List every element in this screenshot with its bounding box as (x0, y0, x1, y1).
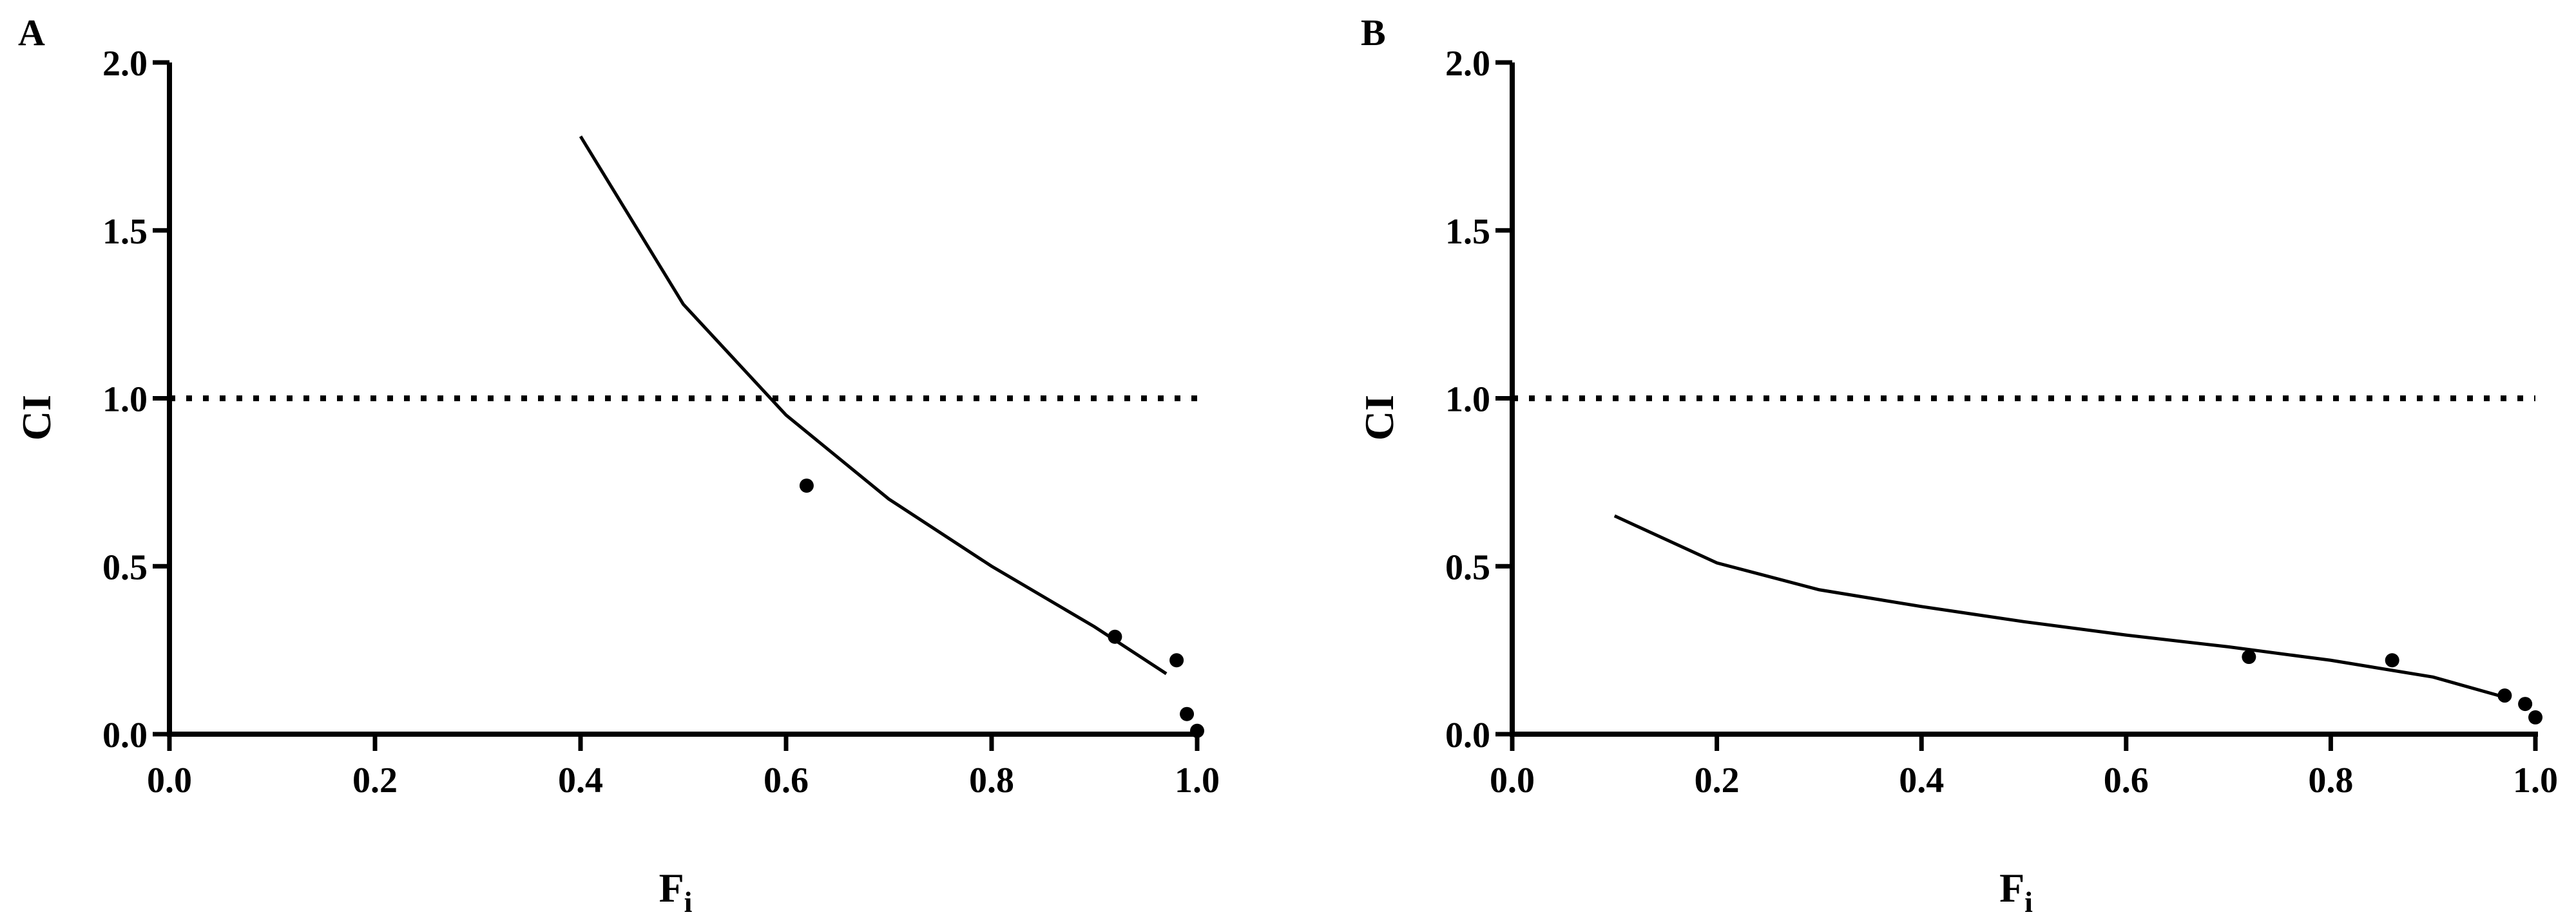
series-line (1613, 514, 2506, 699)
x-axis-title: Fi (659, 865, 693, 918)
y-tick-label: 1.0 (102, 380, 148, 420)
y-tick-label: 1.0 (1445, 380, 1490, 420)
y-tick-label: 0.5 (1445, 547, 1490, 587)
data-point (1180, 706, 1195, 721)
x-axis-title-main: F (1999, 865, 2024, 911)
data-point (2242, 650, 2256, 665)
chart-panel-a: A 0.0 0.5 1.0 1.5 2.0 0.0 0.2 0.4 0.6 0.8 1.0 CI Fi (14, 12, 1220, 918)
data-point (2497, 688, 2512, 703)
y-axis-title: CI (1356, 395, 1402, 441)
data-point (1169, 653, 1184, 668)
x-axis-title: Fi (1999, 865, 2033, 918)
x-tick-label: 0.4 (1899, 761, 1944, 801)
y-axis-title: CI (14, 395, 59, 441)
data-point (799, 478, 814, 493)
data-point (2518, 697, 2533, 712)
chart-panel-b: B 0.0 0.5 1.0 1.5 2.0 0.0 0.2 0.4 0.6 0.8 1.0 CI Fi (1356, 12, 2558, 918)
x-tick-label: 0.6 (2104, 761, 2149, 801)
panel-label: B (1361, 12, 1386, 53)
y-tick-label: 0.5 (102, 547, 148, 587)
x-axis-title-subscript: i (684, 886, 693, 918)
x-tick-label: 0.2 (1695, 761, 1740, 801)
data-point (1108, 629, 1122, 644)
x-tick-label: 0.0 (147, 761, 192, 801)
y-tick-label: 1.5 (1445, 212, 1490, 252)
x-tick-label: 0.8 (2308, 761, 2353, 801)
data-point (2385, 653, 2399, 668)
y-tick-label: 1.5 (102, 212, 148, 252)
panel-label: A (18, 12, 45, 53)
x-axis-title-main: F (659, 865, 684, 911)
y-tick-label: 2.0 (1445, 44, 1490, 84)
y-tick-label: 0.0 (102, 715, 148, 755)
x-tick-label: 0.4 (558, 761, 603, 801)
x-tick-label: 0.0 (1490, 761, 1535, 801)
y-tick-label: 0.0 (1445, 715, 1490, 755)
series-line (579, 135, 1168, 676)
x-tick-label: 0.8 (969, 761, 1014, 801)
x-tick-label: 1.0 (2513, 761, 2558, 801)
x-axis-title-subscript: i (2024, 886, 2033, 918)
y-tick-label: 2.0 (102, 44, 148, 84)
data-point (2528, 710, 2542, 725)
data-point (1190, 723, 1204, 738)
x-tick-label: 1.0 (1175, 761, 1220, 801)
x-tick-label: 0.6 (764, 761, 809, 801)
x-tick-label: 0.2 (352, 761, 398, 801)
